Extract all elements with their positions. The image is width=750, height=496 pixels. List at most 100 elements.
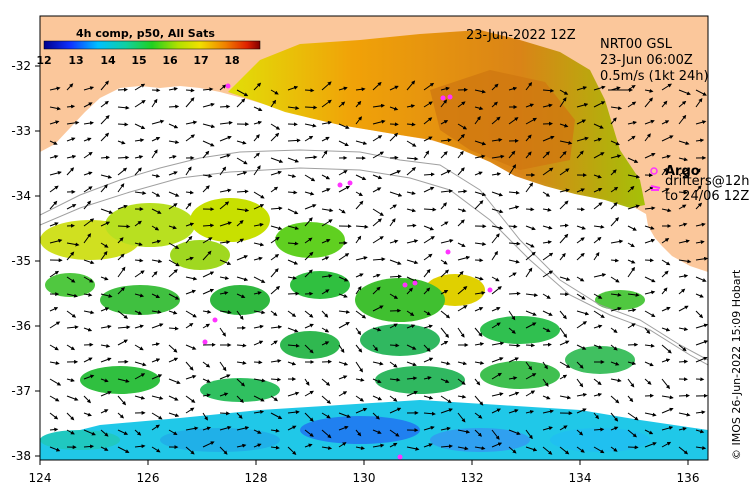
current-vector bbox=[661, 441, 672, 448]
argo-legend: Argo drifters@12h to 24/06 12Z bbox=[650, 164, 750, 204]
current-vector bbox=[559, 446, 570, 455]
current-vector bbox=[253, 378, 266, 383]
current-vector bbox=[440, 151, 448, 159]
current-vector bbox=[542, 103, 553, 108]
current-vector bbox=[474, 106, 484, 111]
current-vector bbox=[457, 219, 465, 227]
current-vector bbox=[695, 310, 704, 319]
current-vector bbox=[338, 123, 350, 129]
current-vector bbox=[423, 82, 435, 91]
colorbar-tick: 15 bbox=[131, 54, 146, 67]
current-vector bbox=[423, 268, 431, 278]
current-vector bbox=[678, 359, 689, 364]
current-vector bbox=[542, 378, 549, 387]
current-vector bbox=[644, 97, 653, 108]
current-vector bbox=[202, 361, 211, 368]
current-vector bbox=[491, 341, 505, 346]
current-vector bbox=[644, 225, 655, 230]
current-vector bbox=[202, 185, 210, 193]
current-vector bbox=[542, 426, 553, 431]
current-vector bbox=[253, 360, 263, 365]
current-vector bbox=[491, 276, 500, 282]
current-vector bbox=[389, 191, 403, 197]
current-vector bbox=[321, 81, 332, 91]
current-vector bbox=[406, 167, 416, 176]
current-vector bbox=[287, 425, 297, 431]
current-vector bbox=[304, 429, 314, 437]
current-vector bbox=[576, 102, 589, 108]
current-vector bbox=[695, 256, 708, 261]
current-vector bbox=[610, 306, 622, 312]
current-vector bbox=[389, 85, 399, 91]
current-vector bbox=[440, 290, 449, 295]
current-vector bbox=[321, 256, 330, 261]
current-vector bbox=[83, 151, 93, 159]
current-vector bbox=[457, 123, 468, 130]
current-vector bbox=[49, 270, 60, 278]
current-vector bbox=[117, 183, 125, 193]
current-vector bbox=[508, 376, 518, 381]
current-vector bbox=[117, 429, 129, 435]
current-vector bbox=[593, 236, 602, 244]
current-vector bbox=[474, 200, 484, 210]
current-vector bbox=[168, 191, 180, 197]
current-vector bbox=[134, 324, 144, 329]
argo-float-markers bbox=[202, 83, 493, 460]
current-vector bbox=[576, 188, 586, 193]
current-vector bbox=[168, 344, 178, 353]
current-vector bbox=[168, 242, 180, 249]
current-vector bbox=[576, 252, 585, 261]
current-vector bbox=[304, 269, 313, 278]
current-vector bbox=[542, 310, 553, 316]
current-vector bbox=[287, 259, 299, 265]
current-vector bbox=[661, 378, 671, 390]
current-vector bbox=[661, 208, 672, 213]
current-vector bbox=[440, 269, 450, 278]
current-vector bbox=[576, 86, 588, 91]
y-tick-label: -35 bbox=[11, 254, 31, 268]
current-vector bbox=[525, 409, 535, 414]
current-vector bbox=[457, 394, 467, 399]
colorbar-gradient bbox=[43, 40, 261, 50]
current-vector bbox=[338, 293, 348, 298]
current-vector bbox=[355, 100, 362, 108]
current-vector bbox=[253, 324, 264, 329]
current-vector bbox=[219, 135, 232, 142]
current-vector bbox=[168, 171, 178, 176]
current-vector bbox=[661, 426, 674, 431]
current-vector bbox=[49, 446, 61, 452]
current-vector bbox=[236, 255, 249, 261]
current-vector bbox=[185, 361, 194, 371]
current-vector bbox=[576, 150, 584, 159]
current-vector bbox=[678, 288, 686, 295]
current-vector bbox=[253, 291, 262, 296]
current-vector bbox=[627, 101, 637, 108]
current-vector bbox=[695, 185, 702, 193]
current-vector bbox=[168, 225, 177, 230]
product-info: NRT00 GSL 23-Jun 06:00Z 0.5m/s (1kt 24h) bbox=[600, 37, 709, 92]
current-vector bbox=[474, 171, 483, 176]
current-vector bbox=[168, 155, 177, 159]
current-vector bbox=[83, 121, 94, 126]
current-vector bbox=[610, 186, 619, 193]
current-vector bbox=[576, 207, 585, 212]
current-vector bbox=[474, 89, 486, 94]
current-vector bbox=[542, 252, 554, 261]
current-vector bbox=[389, 442, 398, 448]
current-vector bbox=[423, 117, 433, 125]
current-vector bbox=[83, 186, 93, 193]
current-vector bbox=[610, 117, 617, 125]
current-vector bbox=[202, 441, 215, 448]
current-vector bbox=[202, 173, 213, 178]
current-vector bbox=[168, 269, 178, 278]
current-vector bbox=[253, 395, 265, 402]
current-vector bbox=[644, 206, 656, 211]
current-vector bbox=[134, 191, 147, 195]
current-vector bbox=[100, 276, 109, 281]
current-vector bbox=[66, 120, 80, 125]
current-vector bbox=[355, 429, 362, 437]
current-vector bbox=[389, 132, 399, 142]
current-vector bbox=[117, 266, 126, 278]
colorbar-tick: 17 bbox=[193, 54, 208, 67]
current-vector bbox=[117, 310, 128, 319]
